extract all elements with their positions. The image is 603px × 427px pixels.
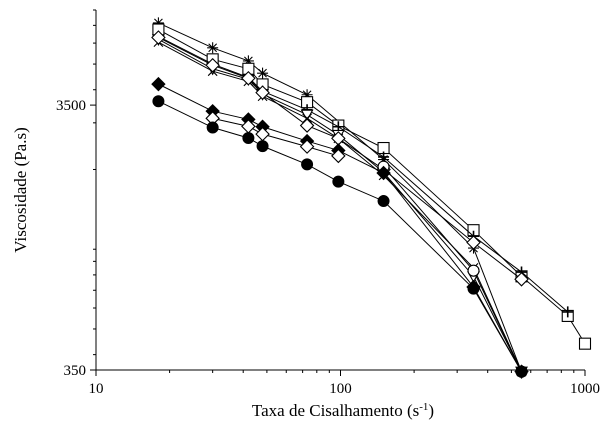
data-point (257, 67, 269, 79)
data-point (562, 306, 574, 318)
data-point (152, 95, 165, 108)
data-point (301, 89, 313, 101)
data-point (331, 131, 346, 146)
series-line (212, 117, 339, 157)
x-axis-label-sup: -1 (419, 401, 428, 413)
series-line (383, 166, 522, 372)
axes: 10 100 1000 350 3500 (56, 9, 600, 397)
y-axis-label: Viscosidade (Pa.s) (11, 127, 30, 253)
data-point (332, 175, 345, 188)
data-point (331, 148, 346, 164)
data-point (301, 158, 314, 171)
data-point (152, 17, 164, 29)
series-line (158, 38, 522, 372)
y-tick-label: 3500 (56, 98, 86, 114)
series-10 (152, 95, 528, 378)
series-4 (151, 34, 528, 379)
series-line (158, 29, 586, 344)
data-point (207, 42, 219, 54)
data-point (299, 118, 315, 133)
series-1 (152, 17, 528, 378)
data-point (151, 30, 166, 45)
data-point (467, 282, 480, 295)
x-tick-label: 100 (329, 381, 352, 397)
series-line (158, 22, 522, 372)
series-line (158, 36, 569, 313)
data-point (255, 126, 270, 142)
data-point (514, 272, 529, 287)
y-tick-label: 350 (64, 363, 87, 379)
data-point (206, 121, 219, 134)
x-tick-label: 10 (89, 381, 104, 397)
data-point (376, 165, 391, 181)
data-point (256, 140, 269, 153)
data-point (467, 264, 480, 277)
data-point (151, 76, 166, 92)
x-axis-label-suffix: ) (428, 401, 434, 420)
data-point (242, 55, 254, 67)
data-point (466, 235, 481, 250)
x-axis-label-main: Taxa de Cisalhamento (s (252, 401, 419, 420)
data-point (205, 57, 220, 73)
data-point (241, 70, 256, 86)
data-point (578, 337, 592, 350)
series-line (158, 41, 522, 372)
data-point (299, 139, 315, 154)
data-point (255, 85, 270, 100)
data-point (377, 195, 390, 208)
x-tick-label: 1000 (570, 381, 600, 397)
x-axis-label: Taxa de Cisalhamento (s-1) (252, 401, 434, 420)
series-5 (153, 37, 527, 377)
series-layer (151, 17, 592, 379)
data-point (515, 365, 528, 378)
data-point (242, 131, 255, 144)
